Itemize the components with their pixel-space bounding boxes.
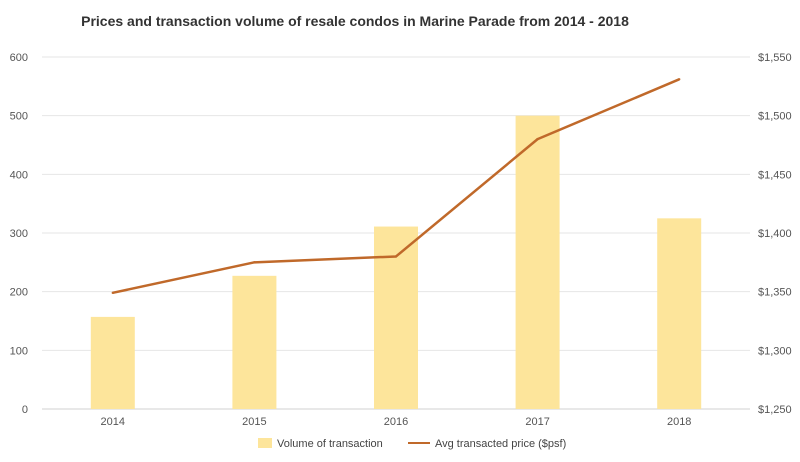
line-point — [536, 137, 539, 141]
left-tick-label: 200 — [10, 287, 28, 299]
line-series — [111, 78, 681, 295]
line-point — [394, 255, 398, 258]
bar-series — [90, 115, 702, 410]
x-tick-label: 2015 — [242, 416, 266, 428]
legend-label-price: Avg transacted price ($psf) — [435, 438, 566, 450]
x-tick-label: 2018 — [667, 416, 691, 428]
left-tick-label: 600 — [10, 52, 28, 64]
bar — [374, 226, 418, 409]
left-tick-label: 0 — [22, 404, 28, 416]
x-tick-label: 2014 — [101, 416, 125, 428]
bar — [657, 218, 702, 409]
right-tick-label: $1,500 — [758, 111, 792, 123]
right-tick-label: $1,550 — [758, 52, 792, 64]
legend: Volume of transaction Avg transacted pri… — [258, 438, 566, 450]
x-tick-label: 2017 — [525, 416, 549, 428]
line-point — [253, 261, 256, 264]
chart-title: Prices and transaction volume of resale … — [81, 13, 629, 29]
legend-swatch-volume — [258, 438, 272, 448]
left-tick-label: 100 — [10, 345, 28, 357]
right-y-axis: $1,250 $1,300 $1,350 $1,400 $1,450 $1,500 $1,5… — [758, 52, 792, 416]
x-axis: 2014 2015 2016 2017 2018 — [101, 416, 692, 428]
legend-label-volume: Volume of transaction — [277, 438, 383, 450]
right-tick-label: $1,350 — [758, 287, 792, 299]
bar — [90, 316, 135, 409]
left-tick-label: 300 — [10, 228, 28, 240]
right-tick-label: $1,250 — [758, 404, 792, 416]
left-tick-label: 500 — [10, 111, 28, 123]
left-y-axis: 0 100 200 300 400 500 600 — [10, 52, 28, 416]
right-tick-label: $1,300 — [758, 345, 792, 357]
left-tick-label: 400 — [10, 169, 28, 181]
bar — [232, 275, 277, 409]
line-point — [678, 78, 681, 81]
bar — [515, 115, 560, 410]
x-tick-label: 2016 — [384, 416, 408, 428]
right-tick-label: $1,450 — [758, 169, 792, 181]
line-point — [111, 291, 115, 295]
right-tick-label: $1,400 — [758, 228, 792, 240]
